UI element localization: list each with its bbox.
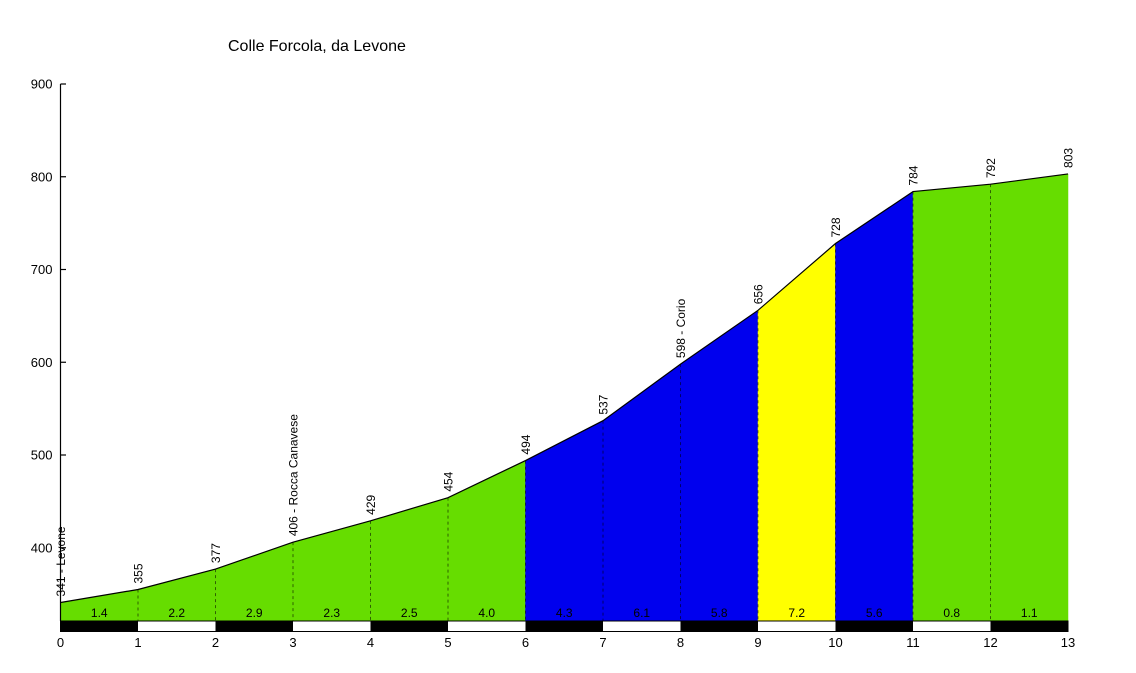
x-axis-tick-label: 7: [599, 635, 606, 650]
x-axis-tick-label: 0: [57, 635, 64, 650]
segment-gradient-label: 1.4: [91, 606, 108, 620]
elevation-label: 803: [1062, 148, 1076, 168]
segment-gradient-label: 1.1: [1021, 606, 1038, 620]
segment-gradient-label: 7.2: [788, 606, 805, 620]
x-axis-tick-label: 11: [906, 635, 920, 650]
x-axis-tick-label: 8: [677, 635, 684, 650]
segment-area: [680, 309, 759, 622]
segment-gradient-label: 5.8: [711, 606, 728, 620]
x-axis-tick-label: 12: [983, 635, 997, 650]
elevation-label: 728: [829, 217, 843, 237]
km-bar-segment: [215, 621, 293, 632]
km-bar-segment: [525, 621, 603, 632]
elevation-label: 537: [597, 394, 611, 414]
y-axis-tick-label: 900: [31, 77, 53, 92]
elevation-label: 454: [442, 471, 456, 491]
segment-gradient-label: 4.0: [478, 606, 495, 620]
x-axis-tick-label: 13: [1061, 635, 1075, 650]
segment-area: [370, 497, 449, 622]
y-axis-tick-label: 400: [31, 540, 53, 555]
km-bar-segment: [370, 621, 448, 632]
elevation-label: 792: [984, 158, 998, 178]
segment-area: [447, 460, 526, 622]
x-axis-tick-label: 5: [444, 635, 451, 650]
x-axis-tick-label: 10: [828, 635, 842, 650]
x-axis-tick-label: 6: [522, 635, 529, 650]
km-bar-segment: [990, 621, 1068, 632]
segment-gradient-label: 5.6: [866, 606, 883, 620]
elevation-label: 784: [907, 165, 921, 185]
y-axis-tick-label: 700: [31, 262, 53, 277]
x-axis-tick-label: 2: [212, 635, 219, 650]
segment-area: [835, 191, 914, 622]
y-axis-tick-label: 500: [31, 448, 53, 463]
elevation-label: 429: [364, 495, 378, 515]
segment-area: [990, 173, 1069, 622]
segment-area: [602, 363, 681, 622]
km-bar-segment: [680, 621, 758, 632]
y-axis-tick-label: 600: [31, 355, 53, 370]
segment-gradient-label: 2.9: [246, 606, 263, 620]
elevation-label: 598 - Corio: [674, 298, 688, 358]
elevation-label: 377: [209, 543, 223, 563]
segment-area: [912, 183, 991, 622]
segment-gradient-label: 4.3: [556, 606, 573, 620]
x-axis-tick-label: 1: [134, 635, 141, 650]
x-axis-tick-label: 4: [367, 635, 374, 650]
segment-gradient-label: 6.1: [633, 606, 650, 620]
segment-gradient-label: 2.5: [401, 606, 418, 620]
segment-gradient-label: 0.8: [943, 606, 960, 620]
profile-line: [60, 173, 1069, 604]
elevation-label: 494: [519, 434, 533, 454]
elevation-label: 355: [132, 563, 146, 583]
segment-gradient-label: 2.3: [323, 606, 340, 620]
elevation-label: 656: [752, 284, 766, 304]
x-axis-tick-label: 9: [754, 635, 761, 650]
x-axis-tick-label: 3: [289, 635, 296, 650]
km-bar-segment: [60, 621, 138, 632]
segment-gradient-label: 2.2: [168, 606, 185, 620]
elevation-label: 406 - Rocca Canavese: [287, 414, 301, 536]
segment-area: [525, 420, 604, 622]
y-axis-tick-label: 800: [31, 169, 53, 184]
km-bar-segment: [835, 621, 913, 632]
chart-title: Colle Forcola, da Levone: [228, 38, 406, 55]
